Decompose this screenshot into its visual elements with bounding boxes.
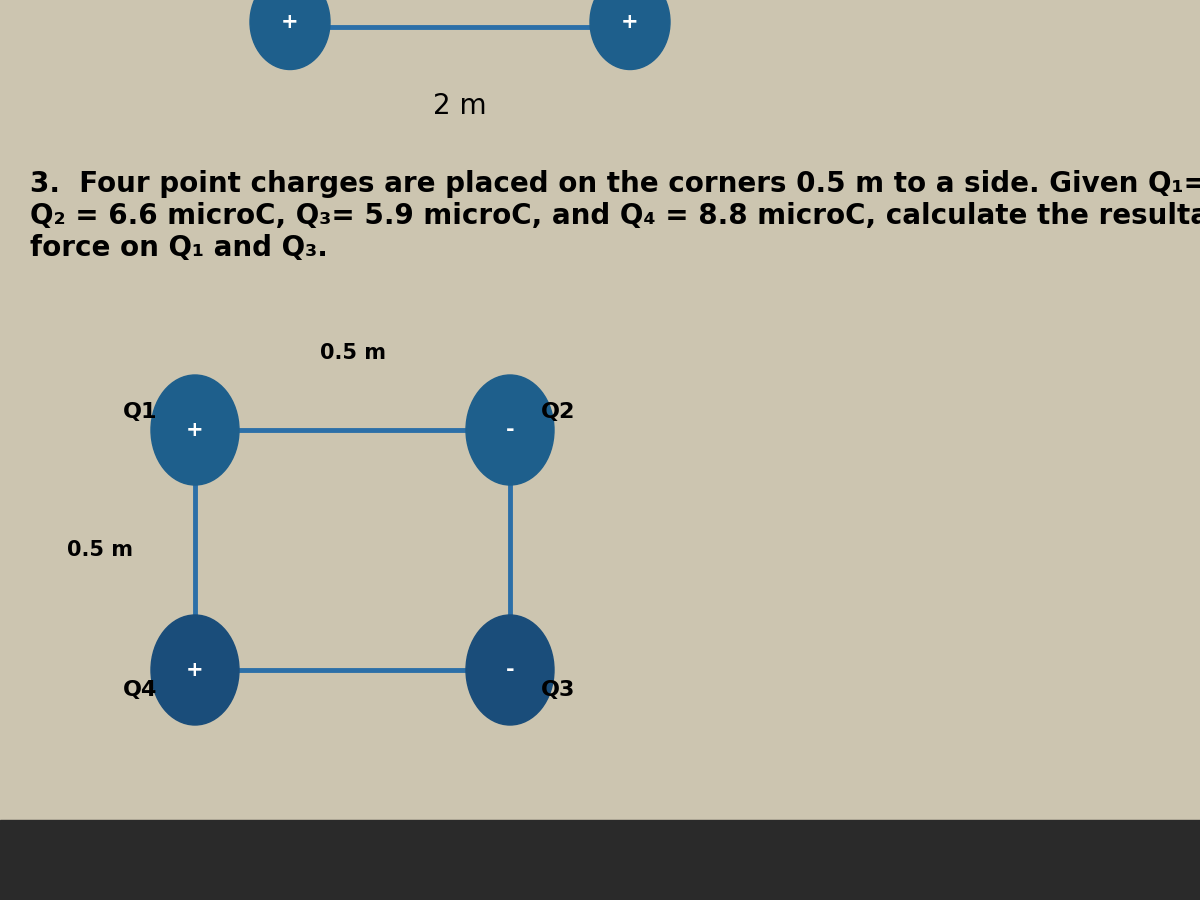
Text: 2 m: 2 m xyxy=(433,92,487,120)
Text: +: + xyxy=(281,12,299,32)
Text: +: + xyxy=(186,420,204,440)
Text: 0.5 m: 0.5 m xyxy=(67,540,133,560)
Text: Q3: Q3 xyxy=(541,680,575,700)
Ellipse shape xyxy=(466,375,554,485)
Text: 3.  Four point charges are placed on the corners 0.5 m to a side. Given Q₁= 4.4 : 3. Four point charges are placed on the … xyxy=(30,170,1200,198)
Text: -: - xyxy=(505,660,515,680)
Ellipse shape xyxy=(151,375,239,485)
Ellipse shape xyxy=(590,0,670,69)
Text: Q1: Q1 xyxy=(122,402,157,422)
Text: -: - xyxy=(505,420,515,440)
Text: Q₂ = 6.6 microC, Q₃= 5.9 microC, and Q₄ = 8.8 microC, calculate the resultant el: Q₂ = 6.6 microC, Q₃= 5.9 microC, and Q₄ … xyxy=(30,202,1200,230)
Ellipse shape xyxy=(250,0,330,69)
Text: force on Q₁ and Q₃.: force on Q₁ and Q₃. xyxy=(30,234,328,262)
Bar xyxy=(0,820,1200,900)
Ellipse shape xyxy=(466,615,554,725)
Text: +: + xyxy=(622,12,638,32)
Text: Q2: Q2 xyxy=(541,402,575,422)
Text: +: + xyxy=(186,660,204,680)
Ellipse shape xyxy=(151,615,239,725)
Text: Q4: Q4 xyxy=(122,680,157,700)
Text: 0.5 m: 0.5 m xyxy=(319,343,385,363)
